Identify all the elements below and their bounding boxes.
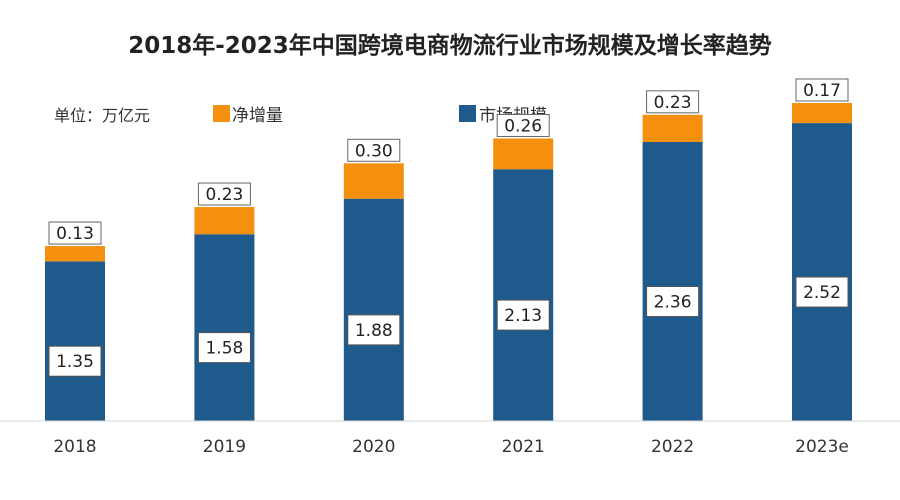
- data-label-box-market-size: [795, 276, 849, 308]
- bar-market-size: [642, 142, 703, 421]
- x-tick-label: 2021: [502, 437, 545, 457]
- x-tick-label: 2020: [352, 437, 395, 457]
- legend-swatch-market-size: [459, 105, 476, 122]
- bar-market-size: [792, 123, 852, 421]
- x-tick-label: 2019: [203, 437, 246, 457]
- x-axis-tick-labels: 2018 2019 2020 2021 2022 2023e: [53, 437, 849, 457]
- bar-market-size: [343, 198, 404, 421]
- data-label-box-market-size: [347, 314, 401, 346]
- x-tick-label: 2023e: [795, 437, 849, 457]
- x-tick-label: 2018: [53, 437, 96, 457]
- x-tick-label: 2022: [651, 437, 694, 457]
- data-label-net-increase: 0.23: [654, 93, 692, 113]
- bars-group: 1.35 0.13 1.58 0.23 1.88 0.30 2.13 0.26 2.36 0.23…: [45, 78, 852, 421]
- data-label-net-increase: 0.30: [355, 141, 393, 161]
- data-label-market-size: 2.52: [803, 283, 841, 303]
- data-label-net-increase: 0.17: [803, 81, 841, 101]
- data-label-market-size: 2.13: [504, 306, 542, 326]
- bar-net-increase: [194, 207, 255, 235]
- bar-net-increase: [642, 114, 703, 143]
- data-label-market-size: 1.88: [355, 321, 393, 341]
- data-label-net-increase: 0.26: [504, 116, 542, 136]
- data-label-box-net-increase: [197, 182, 251, 206]
- data-label-box-market-size: [197, 332, 251, 364]
- data-label-net-increase: 0.13: [56, 224, 94, 244]
- bar-net-increase: [343, 163, 404, 199]
- bar-net-increase: [493, 138, 554, 170]
- bar-market-size: [45, 261, 105, 421]
- data-label-box-market-size: [48, 345, 102, 377]
- data-label-box-net-increase: [347, 138, 401, 162]
- unit-label: 单位：万亿元: [54, 106, 150, 125]
- data-label-market-size: 2.36: [654, 293, 692, 313]
- data-label-box-net-increase: [48, 221, 102, 245]
- data-label-market-size: 1.58: [205, 339, 243, 359]
- data-label-box-net-increase: [646, 90, 700, 114]
- legend: 单位：万亿元 净增量 市场规模: [54, 105, 547, 126]
- data-label-box-market-size: [646, 286, 700, 318]
- chart-title: 2018年-2023年中国跨境电商物流行业市场规模及增长率趋势: [128, 33, 772, 59]
- data-label-box-net-increase: [496, 113, 550, 137]
- bar-market-size: [493, 169, 554, 421]
- legend-swatch-net-increase: [213, 105, 230, 122]
- data-label-market-size: 1.35: [56, 352, 94, 372]
- legend-label-net-increase: 净增量: [232, 106, 283, 126]
- bar-market-size: [194, 234, 255, 421]
- bar-net-increase: [792, 103, 852, 124]
- data-label-net-increase: 0.23: [205, 185, 243, 205]
- data-label-box-market-size: [496, 299, 550, 331]
- data-label-box-net-increase: [795, 78, 849, 102]
- bar-net-increase: [45, 246, 105, 262]
